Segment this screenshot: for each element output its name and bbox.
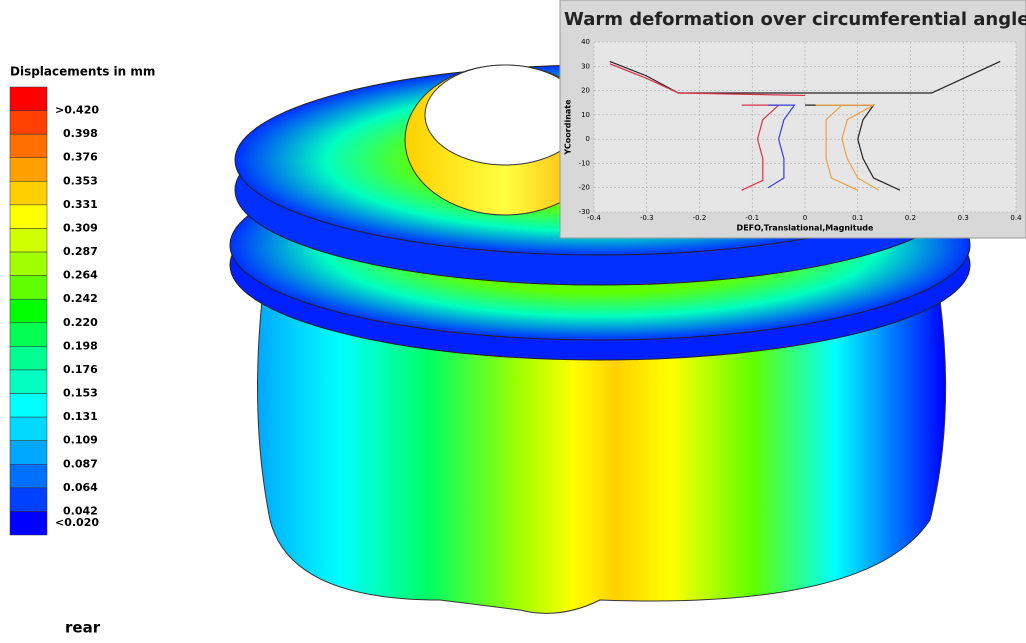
y-tick-label: 40 (581, 38, 590, 46)
legend-swatch (10, 181, 47, 205)
legend-label: 0.331 (63, 198, 98, 211)
y-tick-label: 10 (581, 111, 590, 119)
legend-swatch (10, 346, 47, 370)
legend-label: 0.398 (63, 127, 98, 140)
x-tick-label: 0 (803, 214, 807, 222)
legend-label: <0.020 (55, 516, 99, 529)
legend-label: 0.176 (63, 363, 98, 376)
x-tick-label: -0.3 (640, 214, 654, 222)
legend-swatch (10, 464, 47, 488)
legend-swatch (10, 111, 47, 135)
legend-swatch (10, 252, 47, 276)
legend: >0.420 0.398 0.376 0.353 0.331 0.309 0.287 0.26… (10, 87, 99, 535)
x-tick-label: 0.2 (905, 214, 916, 222)
legend-swatch (10, 370, 47, 394)
x-tick-label: -0.1 (745, 214, 759, 222)
legend-swatch (10, 134, 47, 158)
legend-swatch (10, 394, 47, 418)
legend-label: 0.353 (63, 174, 98, 187)
x-tick-label: 0.4 (1010, 214, 1022, 222)
legend-swatch (10, 87, 47, 111)
y-tick-label: -10 (579, 159, 590, 167)
y-tick-label: -30 (579, 208, 590, 216)
inset-chart: Warm deformation over circumferential an… (560, 0, 1026, 238)
y-tick-label: 20 (581, 87, 590, 95)
legend-label: 0.287 (63, 245, 98, 258)
legend-swatch (10, 228, 47, 252)
legend-label: 0.064 (63, 481, 98, 494)
legend-swatch (10, 205, 47, 229)
legend-label: 0.153 (63, 387, 98, 400)
y-tick-label: 30 (581, 62, 590, 70)
legend-label: 0.198 (63, 339, 98, 352)
legend-label: 0.376 (63, 151, 98, 164)
legend-label: >0.420 (55, 104, 99, 117)
y-tick-label: -20 (579, 184, 590, 192)
legend-swatch (10, 158, 47, 182)
legend-label: 0.220 (63, 316, 98, 329)
x-axis-label: DEFO,Translational,Magnitude (737, 224, 874, 233)
x-tick-label: 0.1 (852, 214, 863, 222)
legend-swatch (10, 417, 47, 441)
page: Displacements in mm rear >0.420 0.398 0.37… (0, 0, 1026, 639)
legend-title: Displacements in mm (10, 65, 155, 79)
screen: Displacements in mm rear >0.420 0.398 0.37… (0, 0, 1026, 639)
legend-swatch (10, 441, 47, 465)
legend-label: 0.309 (63, 221, 98, 234)
legend-swatch (10, 488, 47, 512)
legend-label: 0.264 (63, 269, 98, 282)
legend-label: 0.131 (63, 410, 98, 423)
view-label: rear (65, 619, 101, 637)
legend-swatch (10, 299, 47, 323)
legend-swatch (10, 323, 47, 347)
x-tick-label: -0.2 (693, 214, 707, 222)
legend-swatch (10, 511, 47, 535)
legend-label: 0.087 (63, 457, 98, 470)
y-axis-label: YCoordinate (564, 99, 573, 156)
x-tick-label: 0.3 (958, 214, 969, 222)
y-tick-label: 0 (586, 135, 590, 143)
legend-label: 0.242 (63, 292, 98, 305)
legend-swatch (10, 276, 47, 300)
legend-label: 0.109 (63, 434, 98, 447)
chart-title: Warm deformation over circumferential an… (564, 9, 1026, 30)
